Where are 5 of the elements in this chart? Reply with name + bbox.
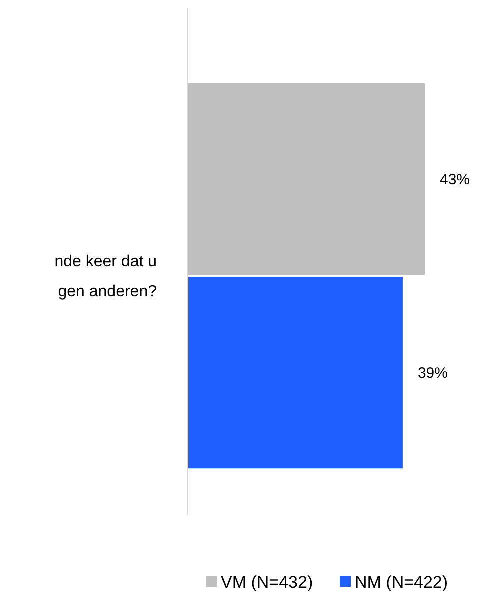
text: nde keer dat u gen anderen? [54,254,158,301]
data-label: 39% [418,365,448,382]
data-label: 43% [440,171,470,188]
legend-label: NM (N=422) [355,572,448,592]
legend-label: VM (N=432) [221,572,314,592]
